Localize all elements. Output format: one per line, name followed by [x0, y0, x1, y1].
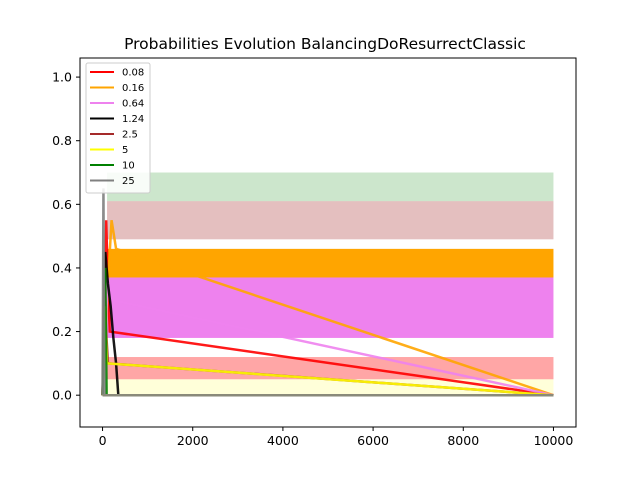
series-band [107, 379, 554, 396]
chart-title: Probabilities Evolution BalancingDoResur… [124, 35, 526, 53]
series-line [101, 251, 554, 397]
series-band [107, 248, 554, 278]
legend-label: 25 [122, 176, 135, 187]
y-tick-label: 0.6 [52, 197, 72, 212]
legend-box [85, 62, 151, 194]
legend-label: 1.24 [122, 114, 144, 125]
x-axis: 0 2000 4000 6000 8000 10000 [99, 427, 574, 448]
legend-label: 0.16 [122, 83, 144, 94]
x-tick-label: 6000 [357, 433, 389, 448]
legend-label: 10 [122, 161, 135, 172]
series-band [107, 201, 554, 240]
legend-label: 2.5 [122, 130, 138, 141]
y-tick-label: 1.0 [52, 70, 72, 85]
plot-frame [79, 57, 577, 428]
lines-layer [101, 188, 554, 397]
y-tick-label: 0.0 [52, 388, 72, 403]
series-band [107, 277, 554, 338]
legend-label: 0.64 [122, 99, 144, 110]
y-tick-label: 0.8 [52, 133, 72, 148]
legend-label: 5 [122, 145, 128, 156]
legend: 0.08 0.16 0.64 1.24 2.5 5 10 25 [85, 62, 151, 194]
legend-label: 0.08 [122, 68, 144, 79]
series-band [107, 357, 554, 380]
bands-layer [107, 172, 554, 396]
x-tick-label: 8000 [447, 433, 479, 448]
y-axis: 0.0 0.2 0.4 0.6 0.8 1.0 [52, 70, 80, 403]
x-tick-label: 2000 [177, 433, 209, 448]
series-band [107, 172, 554, 202]
x-tick-label: 4000 [267, 433, 299, 448]
y-tick-label: 0.2 [52, 324, 72, 339]
x-tick-label: 10000 [534, 433, 574, 448]
x-tick-label: 0 [99, 433, 107, 448]
y-tick-label: 0.4 [52, 260, 72, 275]
